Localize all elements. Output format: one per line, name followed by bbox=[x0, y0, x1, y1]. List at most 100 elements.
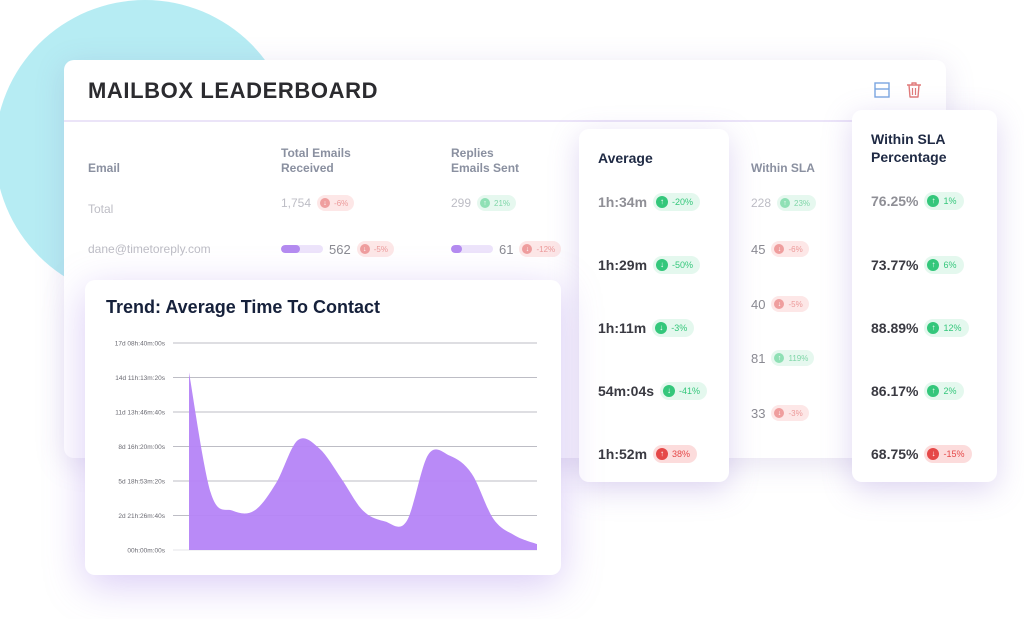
change-badge: ↑ 1% bbox=[924, 192, 964, 210]
column-header-line: Replies bbox=[451, 146, 494, 160]
change-value: 38% bbox=[672, 449, 691, 459]
change-badge: ↑ 6% bbox=[924, 256, 964, 274]
within-sla-value: 33 bbox=[751, 405, 766, 421]
arrow-up-icon: ↑ bbox=[927, 322, 940, 334]
within-sla-cell: 40 ↓ -5% bbox=[751, 296, 809, 312]
sla-percentage-title: Within SLA Percentage bbox=[871, 130, 946, 166]
arrow-up-icon: ↑ bbox=[774, 353, 785, 363]
average-value: 1h:11m bbox=[598, 320, 647, 336]
total-replies-value: 299 bbox=[451, 196, 472, 210]
column-header-total-received[interactable]: Total Emails Received bbox=[281, 146, 351, 176]
title-line: Within SLA bbox=[871, 131, 946, 147]
sla-percentage-value: 76.25% bbox=[871, 193, 919, 209]
change-value: 21% bbox=[494, 198, 511, 208]
progress-fill bbox=[451, 245, 462, 253]
average-value: 1h:34m bbox=[598, 194, 648, 210]
layout-icon[interactable] bbox=[872, 80, 892, 100]
average-item: 1h:11m ↓ -3% bbox=[598, 319, 695, 337]
average-item: 1h:29m ↓ -50% bbox=[598, 256, 701, 274]
change-badge: ↑ 21% bbox=[477, 195, 517, 211]
trend-chart-card: Trend: Average Time To Contact 00h:00m:0… bbox=[85, 280, 561, 575]
replies-value: 61 bbox=[499, 241, 514, 257]
change-value: -6% bbox=[334, 198, 349, 208]
arrow-down-icon: ↓ bbox=[359, 244, 370, 254]
area-chart: 00h:00m:00s 2d 21h:26m:40s 5d 18h:53m:20s 8… bbox=[115, 341, 537, 555]
received-value: 562 bbox=[329, 241, 351, 257]
average-item: 1h:52m ↑ 38% bbox=[598, 445, 698, 463]
change-badge: ↓ -6% bbox=[771, 241, 809, 257]
average-card: Average 1h:34m ↑ -20% 1h:29m ↓ -50% 1h:11m… bbox=[579, 129, 729, 482]
change-badge: ↓ -50% bbox=[653, 256, 701, 274]
trash-icon[interactable] bbox=[904, 80, 924, 100]
change-value: 1% bbox=[943, 196, 957, 206]
change-value: -6% bbox=[788, 244, 803, 254]
within-sla-value: 40 bbox=[751, 296, 766, 312]
arrow-up-icon: ↑ bbox=[780, 198, 791, 208]
change-badge: ↓ -5% bbox=[356, 241, 394, 257]
change-badge: ↓ -12% bbox=[519, 241, 562, 257]
change-value: -15% bbox=[943, 449, 965, 459]
arrow-up-icon: ↑ bbox=[480, 198, 491, 208]
area-series bbox=[189, 372, 537, 550]
change-value: -5% bbox=[788, 299, 803, 309]
arrow-down-icon: ↓ bbox=[774, 408, 785, 418]
change-badge: ↓ -3% bbox=[652, 319, 695, 337]
arrow-up-icon: ↑ bbox=[656, 196, 669, 208]
title-line: Percentage bbox=[871, 149, 947, 165]
arrow-up-icon: ↑ bbox=[927, 385, 940, 397]
arrow-down-icon: ↓ bbox=[655, 322, 668, 334]
arrow-down-icon: ↓ bbox=[320, 198, 331, 208]
change-value: -5% bbox=[373, 244, 388, 254]
email-text: dane@timetoreply.com bbox=[88, 242, 211, 256]
change-value: -12% bbox=[536, 244, 556, 254]
change-badge: ↑ 38% bbox=[653, 445, 698, 463]
sla-percentage-value: 88.89% bbox=[871, 320, 919, 336]
y-tick-label: 17d 08h:40m:00s bbox=[115, 341, 166, 348]
sla-percentage-item: 88.89% ↑ 12% bbox=[871, 319, 969, 337]
change-value: -3% bbox=[788, 408, 803, 418]
change-value: -41% bbox=[679, 386, 701, 396]
change-badge: ↑ 12% bbox=[924, 319, 969, 337]
arrow-up-icon: ↑ bbox=[656, 448, 669, 460]
change-value: -3% bbox=[671, 323, 688, 333]
average-value: 54m:04s bbox=[598, 383, 655, 399]
change-badge: ↓ -3% bbox=[771, 405, 809, 421]
page-title: MAILBOX LEADERBOARD bbox=[88, 78, 379, 103]
change-badge: ↑ -20% bbox=[653, 193, 701, 211]
arrow-up-icon: ↑ bbox=[927, 195, 940, 207]
within-sla-cell: 81 ↑ 119% bbox=[751, 350, 815, 366]
arrow-down-icon: ↓ bbox=[656, 259, 669, 271]
within-sla-percentage-card: Within SLA Percentage 76.25% ↑ 1% 73.77% … bbox=[852, 110, 997, 482]
total-row-label: Total bbox=[88, 202, 113, 216]
average-item: 1h:34m ↑ -20% bbox=[598, 193, 701, 211]
total-received-cell: 1,754 ↓ -6% bbox=[281, 195, 355, 211]
average-item: 54m:04s ↓ -41% bbox=[598, 382, 708, 400]
within-sla-cell: 45 ↓ -6% bbox=[751, 241, 809, 257]
column-header-replies-sent[interactable]: Replies Emails Sent bbox=[451, 146, 519, 176]
change-badge: ↓ -6% bbox=[317, 195, 355, 211]
leaderboard-header: MAILBOX LEADERBOARD bbox=[64, 60, 946, 122]
arrow-down-icon: ↓ bbox=[774, 299, 785, 309]
change-value: 23% bbox=[794, 198, 811, 208]
average-title: Average bbox=[598, 150, 653, 166]
arrow-up-icon: ↑ bbox=[927, 259, 940, 271]
sla-percentage-item: 76.25% ↑ 1% bbox=[871, 192, 964, 210]
sla-percentage-value: 68.75% bbox=[871, 446, 919, 462]
column-header-line: Received bbox=[281, 161, 334, 175]
y-tick-label: 5d 18h:53m:20s bbox=[118, 479, 165, 486]
within-sla-value: 81 bbox=[751, 350, 766, 366]
column-header-line: Total Emails bbox=[281, 146, 351, 160]
arrow-down-icon: ↓ bbox=[774, 244, 785, 254]
column-header-email[interactable]: Email bbox=[88, 161, 121, 175]
arrow-down-icon: ↓ bbox=[663, 385, 676, 397]
table-row-email[interactable]: dane@timetoreply.com bbox=[88, 242, 211, 256]
within-sla-cell: 33 ↓ -3% bbox=[751, 405, 809, 421]
change-value: -50% bbox=[672, 260, 694, 270]
received-cell: 562 ↓ -5% bbox=[281, 241, 394, 257]
sla-percentage-item: 73.77% ↑ 6% bbox=[871, 256, 964, 274]
arrow-down-icon: ↓ bbox=[522, 244, 533, 254]
change-value: 2% bbox=[943, 386, 957, 396]
change-value: 6% bbox=[943, 260, 957, 270]
y-tick-label: 00h:00m:00s bbox=[127, 548, 165, 555]
column-header-within-sla[interactable]: Within SLA bbox=[751, 161, 815, 175]
